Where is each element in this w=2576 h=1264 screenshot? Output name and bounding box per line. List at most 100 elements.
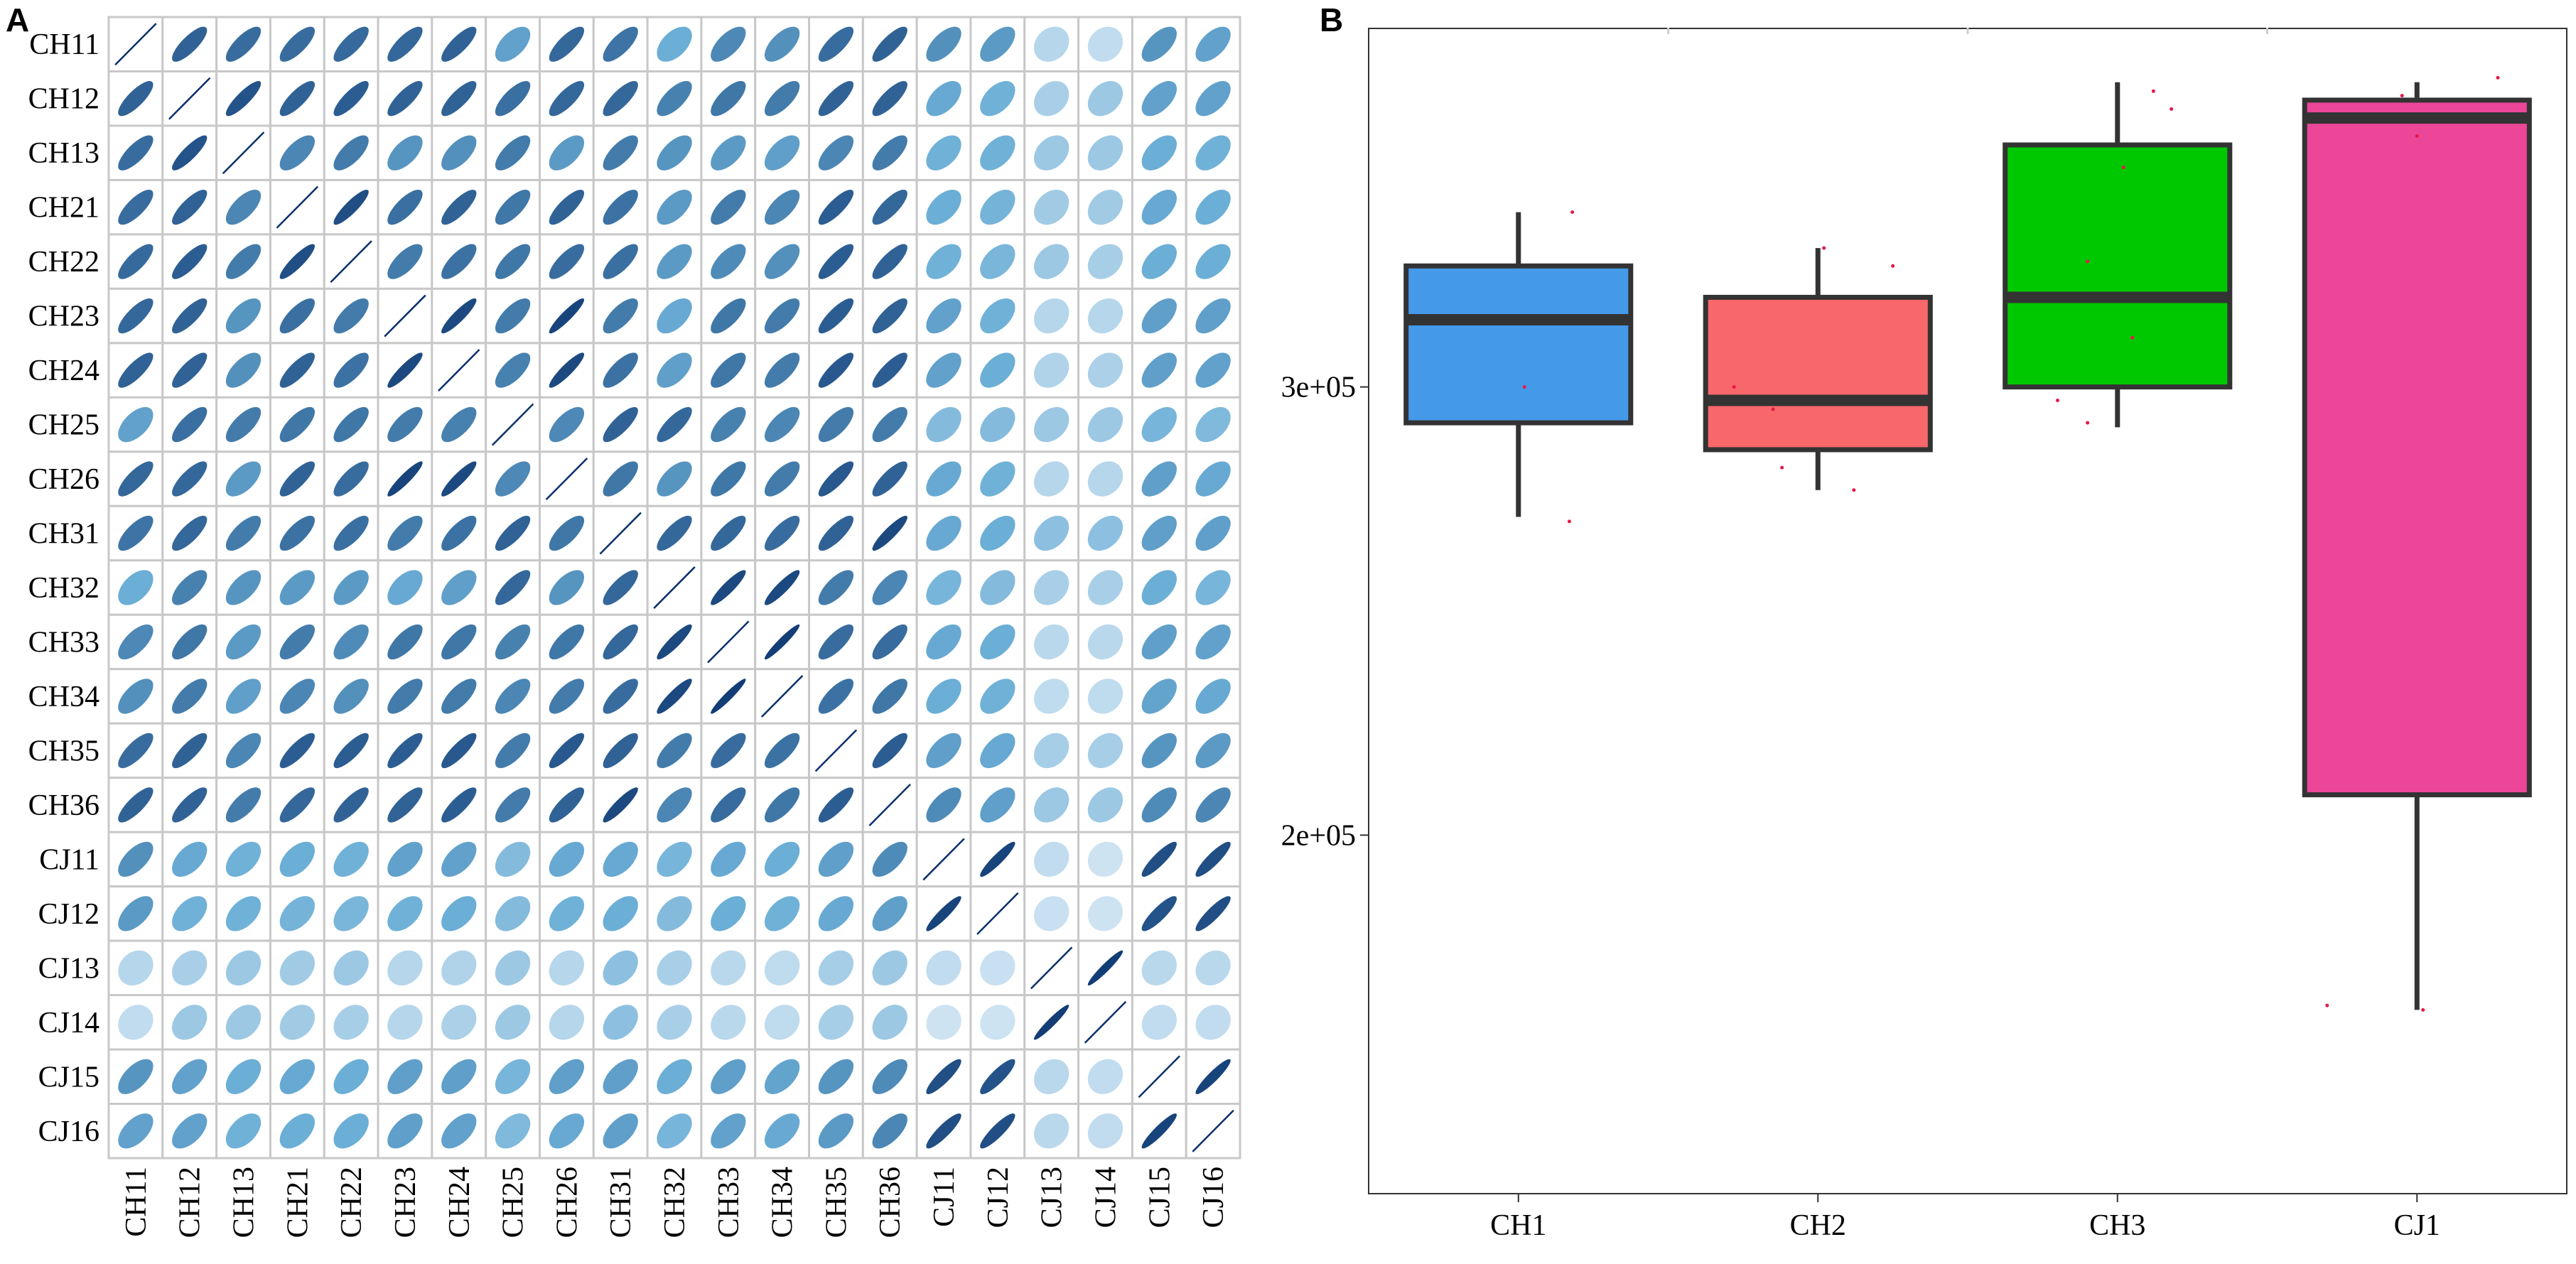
corr-ellipse [926,1005,961,1040]
corr-cell-CH26-CJ14 [1077,450,1133,507]
corr-cell-CH23-CH24 [431,287,487,345]
corr-cell-CH12-CH21 [269,70,325,127]
corr-cell-CH22-CH22 [323,233,379,290]
corr-ellipse [549,81,585,117]
col-label-CJ12: CJ12 [982,1167,1015,1228]
corr-ellipse [603,81,638,117]
corr-cell-CH13-CH22 [323,124,379,181]
corr-ellipse [1141,624,1177,660]
corr-ellipse [333,461,369,497]
col-label-CH35: CH35 [820,1167,853,1238]
corr-ellipse [1141,298,1177,334]
corr-ellipse [980,1113,1015,1149]
corr-cell-CH21-CJ15 [1131,178,1187,236]
diagonal-line [922,838,965,881]
corr-cell-CH12-CH24 [431,70,487,127]
corr-ellipse [118,896,153,931]
corr-cell-CH32-CH36 [861,559,918,616]
corr-cell-CH22-CH35 [808,233,864,290]
corr-ellipse [926,244,961,279]
diagonal-line [1030,946,1073,990]
corr-cell-CJ14-CH11 [107,994,164,1051]
corr-ellipse [1034,1005,1069,1040]
corr-ellipse [549,298,585,334]
corr-cell-CH13-CH31 [592,124,649,181]
corr-cell-CJ12-CH12 [161,885,218,942]
corr-ellipse [657,841,692,877]
corr-ellipse [818,352,854,388]
corr-cell-CH34-CH12 [161,668,218,725]
corr-ellipse [118,352,153,388]
corr-cell-CH26-CJ16 [1185,450,1241,507]
corr-ellipse [872,1113,907,1149]
box-body [2302,97,2532,798]
corr-cell-CH31-CJ13 [1023,504,1080,562]
corr-cell-CJ14-CJ12 [969,994,1026,1051]
corr-cell-CH34-CH22 [323,668,379,725]
corr-ellipse [1034,406,1069,443]
corr-cell-CH33-CH26 [538,613,595,671]
corr-ellipse [818,950,854,985]
corr-ellipse [1195,515,1231,551]
corr-cell-CH32-CH23 [377,559,433,616]
corr-cell-CJ12-CJ16 [1185,885,1241,942]
corr-cell-CH26-CH33 [700,450,757,507]
corr-ellipse [1195,26,1231,62]
corr-ellipse [118,135,153,171]
corr-cell-CH12-CJ15 [1131,70,1187,127]
corr-cell-CH13-CH36 [861,124,918,181]
corr-ellipse [1141,461,1177,497]
corr-ellipse [495,461,531,497]
corr-cell-CH11-CH21 [269,16,325,72]
column-labels: CH11 CH12 CH13 CH21 CH22 CH23 CH24 CH25 CH26 CH31… [120,1167,1230,1238]
corr-cell-CH23-CH25 [485,287,541,345]
corr-ellipse [1034,896,1069,931]
corr-cell-CJ11-CJ11 [915,831,972,888]
corr-cell-CH22-CH12 [161,233,218,290]
corr-cell-CJ14-CJ11 [915,994,972,1051]
corr-ellipse [1195,190,1231,225]
corr-ellipse [118,624,153,660]
corr-ellipse [818,1113,854,1149]
corr-cell-CH25-CH34 [754,396,811,453]
corr-ellipse [279,298,315,334]
corr-cell-CH23-CJ16 [1185,287,1241,345]
corr-ellipse [172,26,208,62]
corr-ellipse [980,570,1015,605]
corr-ellipse [387,896,423,931]
diagonal-line [330,240,372,283]
corr-cell-CH35-CH24 [431,722,487,779]
data-point [1522,385,1526,389]
corr-cell-CH26-CJ15 [1131,450,1187,507]
corr-cell-CJ12-CH26 [538,885,595,942]
corr-cell-CH36-CH23 [377,777,433,833]
corr-ellipse [387,26,423,62]
corr-ellipse [279,244,315,279]
corr-cell-CH21-CH36 [861,178,918,236]
diagonal-line [599,512,642,555]
corr-ellipse [172,406,208,443]
corr-ellipse [1087,81,1123,117]
corr-cell-CH31-CH26 [538,504,595,562]
corr-cell-CH32-CJ14 [1077,559,1133,616]
corr-ellipse [172,624,208,660]
corr-cell-CJ15-CJ13 [1023,1048,1080,1106]
corr-cell-CH24-CH31 [592,342,649,399]
corr-cell-CH22-CH34 [754,233,811,290]
corr-ellipse [225,950,262,985]
corr-ellipse [603,679,638,714]
corr-ellipse [1195,679,1231,714]
corr-cell-CJ14-CH25 [485,994,541,1051]
corr-cell-CJ14-CH35 [808,994,864,1051]
corr-ellipse [764,515,800,551]
diagonal-line [707,620,750,664]
corr-cell-CH36-CH35 [808,777,864,833]
corr-ellipse [495,1059,531,1094]
corr-cell-CJ12-CH13 [215,885,271,942]
col-label-CH36: CH36 [874,1167,907,1238]
corr-ellipse [225,352,262,388]
corr-cell-CH12-CH25 [485,70,541,127]
corr-cell-CJ15-CH33 [700,1048,757,1106]
corr-cell-CH22-CJ15 [1131,233,1187,290]
corr-ellipse [603,733,638,769]
